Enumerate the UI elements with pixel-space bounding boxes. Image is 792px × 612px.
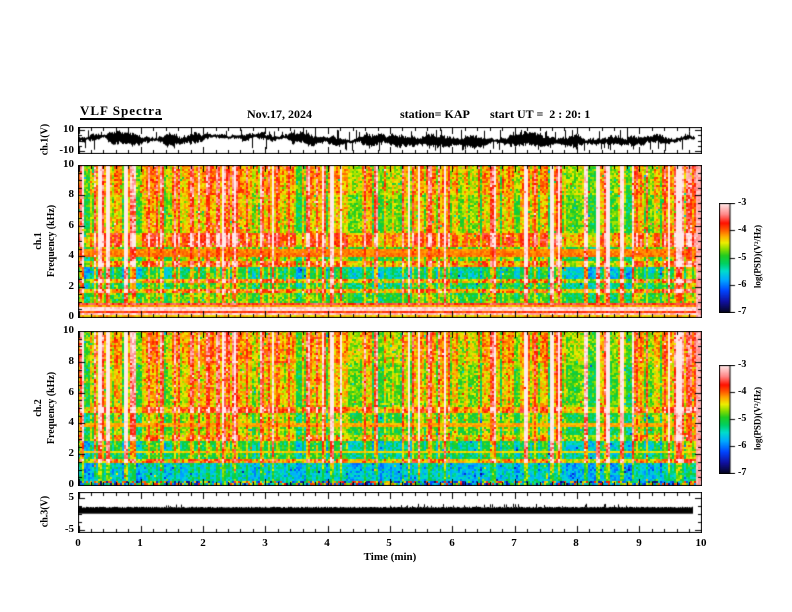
spec2-ytick: 4: [68, 416, 75, 428]
date-label: Nov.17, 2024: [247, 107, 313, 121]
ch1-waveform-plot: [78, 127, 702, 154]
spec2-ytick: 8: [68, 355, 75, 367]
time-tick: 5: [386, 537, 392, 549]
spec1-axis-title-line1: ch.1: [33, 232, 44, 250]
spec2-ytick: 2: [68, 447, 75, 459]
ch3-ytick-neg5: -5: [64, 523, 74, 535]
cb2-tick: -6: [738, 440, 747, 451]
cb1-tick: -4: [738, 224, 747, 235]
ch1-ytick-neg10: -10: [59, 144, 74, 156]
colorbar-ch2: [719, 365, 736, 474]
ch1-spectrogram-heatmap: [78, 165, 702, 318]
time-axis-title: Time (min): [363, 551, 417, 563]
time-tick: 4: [324, 537, 330, 549]
time-tick: 1: [137, 537, 143, 549]
cb2-axis-title: log(PSD)(V²/Hz): [752, 386, 763, 451]
ch2-spectrogram-heatmap: [78, 331, 702, 486]
spec2-ytick: 6: [68, 386, 75, 398]
time-tick: 0: [75, 537, 81, 549]
spec1-ytick: 8: [68, 188, 75, 200]
cb2-tick: -7: [738, 467, 747, 478]
time-tick: 7: [511, 537, 517, 549]
cb1-tick: -6: [738, 279, 747, 290]
cb2-tick: -4: [738, 386, 747, 397]
time-tick: 3: [262, 537, 268, 549]
spec1-axis-title: ch.1 Frequency (kHz): [32, 181, 58, 301]
cb1-tick: -5: [738, 252, 747, 263]
time-tick: 10: [695, 537, 707, 549]
spec1-ytick: 2: [68, 280, 75, 292]
cb1-tick: -7: [738, 306, 747, 317]
spec1-ytick: 0: [68, 310, 75, 322]
ch1-ytick-10: 10: [63, 123, 74, 135]
time-tick: 6: [449, 537, 455, 549]
start-ut-label: start UT = 2 : 20: 1: [490, 107, 591, 121]
spec1-ytick: 4: [68, 249, 75, 261]
spec1-axis-title-line2: Frequency (kHz): [46, 204, 57, 278]
time-tick: 9: [636, 537, 642, 549]
page-title: VLF Spectra: [80, 103, 163, 120]
ch3-axis-title: ch.3(V): [39, 495, 51, 528]
spec1-ytick: 6: [68, 219, 75, 231]
cb1-tick: -3: [738, 197, 747, 208]
cb2-tick: -3: [738, 359, 747, 370]
spec2-axis-title-line2: Frequency (kHz): [46, 371, 57, 445]
spec2-ytick: 10: [63, 324, 74, 336]
cb1-axis-title: log(PSD)(V²/Hz): [752, 224, 763, 289]
cb2-tick: -5: [738, 413, 747, 424]
colorbar-ch1: [719, 203, 736, 313]
spec2-axis-title-line1: ch.2: [33, 399, 44, 417]
time-tick: 2: [200, 537, 206, 549]
ch3-ytick-5: 5: [68, 491, 75, 503]
spec2-axis-title: ch.2 Frequency (kHz): [32, 348, 58, 468]
time-tick: 8: [573, 537, 579, 549]
spec1-ytick: 10: [63, 158, 74, 170]
ch3-waveform-plot: [78, 492, 702, 533]
station-label: station= KAP: [400, 107, 470, 121]
spec2-ytick: 0: [68, 478, 75, 490]
